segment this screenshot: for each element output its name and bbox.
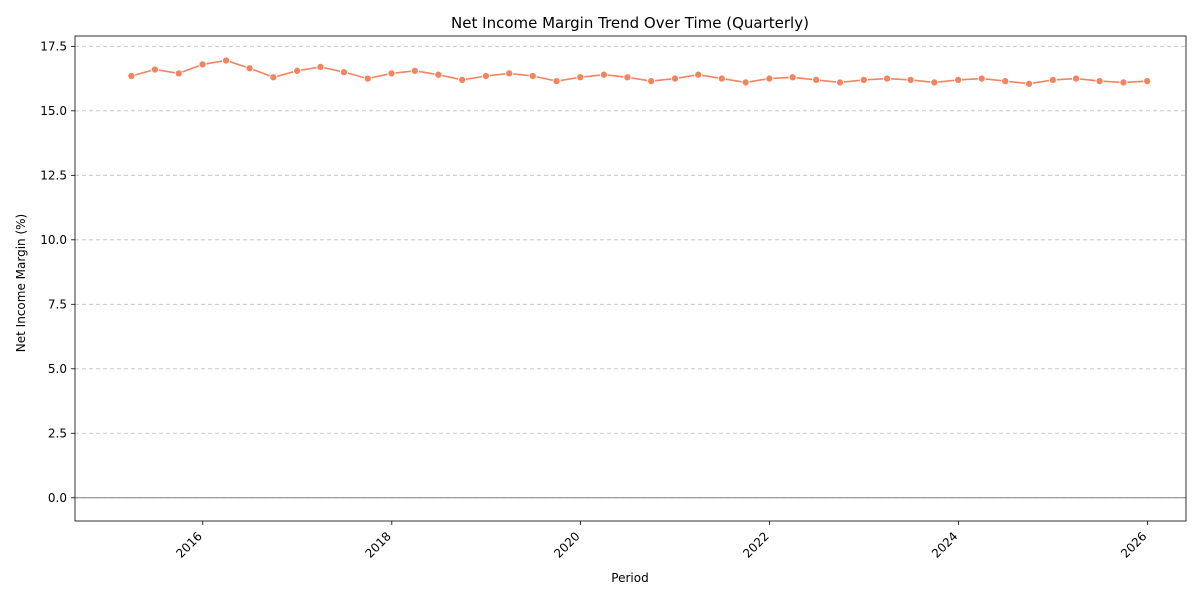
x-tick-label: 2024 <box>929 529 960 560</box>
y-tick-label: 17.5 <box>40 39 67 53</box>
data-point <box>977 74 986 83</box>
x-axis-ticks: 2016 2018 2020 2022 2024 2026 <box>173 521 1150 561</box>
data-point <box>717 74 726 83</box>
data-point <box>221 56 231 65</box>
x-tick-label: 2026 <box>1118 529 1149 560</box>
data-point <box>741 78 750 87</box>
data-point <box>906 75 915 84</box>
data-point <box>765 74 774 83</box>
data-point <box>269 73 278 82</box>
data-point <box>528 71 537 81</box>
data-point <box>505 69 514 78</box>
x-tick-label: 2020 <box>551 529 582 560</box>
data-point <box>552 77 561 86</box>
y-axis-label: Net Income Margin (%) <box>14 214 28 352</box>
data-point <box>1048 75 1057 84</box>
data-point <box>481 71 490 81</box>
y-tick-label: 10.0 <box>40 233 67 247</box>
plot-frame <box>74 35 1187 522</box>
data-point <box>127 71 136 81</box>
data-point <box>1143 77 1152 86</box>
data-point <box>599 70 608 79</box>
grid-layer <box>75 45 1186 499</box>
data-point <box>670 74 680 83</box>
chart-title: Net Income Margin Trend Over Time (Quart… <box>451 14 809 32</box>
data-point <box>1095 77 1104 86</box>
data-point <box>410 66 419 75</box>
data-point <box>339 68 349 77</box>
data-point <box>245 64 254 73</box>
x-tick-label: 2022 <box>740 529 771 560</box>
data-point <box>387 69 396 78</box>
series-layer <box>127 56 1152 88</box>
y-tick-label: 15.0 <box>40 104 67 118</box>
data-point <box>930 78 939 87</box>
data-point <box>363 74 372 83</box>
data-point <box>788 73 797 82</box>
data-point <box>694 70 703 79</box>
data-point <box>150 65 159 74</box>
data-point <box>882 74 892 83</box>
data-point <box>812 75 821 84</box>
data-point <box>316 62 325 72</box>
data-point <box>835 78 845 87</box>
data-point <box>1001 77 1010 86</box>
data-point <box>954 75 963 84</box>
data-point <box>293 66 302 75</box>
y-tick-label: 7.5 <box>48 297 67 311</box>
y-axis-ticks: 0.0 2.5 5.0 7.5 10.0 12.5 15.0 17.5 <box>40 39 75 505</box>
y-tick-label: 5.0 <box>48 362 67 376</box>
data-point <box>576 73 585 82</box>
data-point <box>458 75 467 84</box>
data-point <box>198 60 207 69</box>
data-point <box>434 70 443 79</box>
data-point <box>1072 74 1081 83</box>
data-point <box>623 73 632 82</box>
y-tick-label: 2.5 <box>48 426 67 440</box>
x-tick-label: 2018 <box>362 529 393 560</box>
y-tick-label: 12.5 <box>40 168 67 182</box>
data-point <box>174 69 183 78</box>
series-line <box>131 59 1148 85</box>
data-point <box>647 77 656 86</box>
data-point <box>1119 78 1128 87</box>
x-axis-label: Period <box>611 571 648 585</box>
data-point <box>859 75 868 84</box>
y-tick-label: 0.0 <box>48 491 67 505</box>
x-tick-label: 2016 <box>173 529 204 560</box>
data-point <box>1024 79 1034 88</box>
